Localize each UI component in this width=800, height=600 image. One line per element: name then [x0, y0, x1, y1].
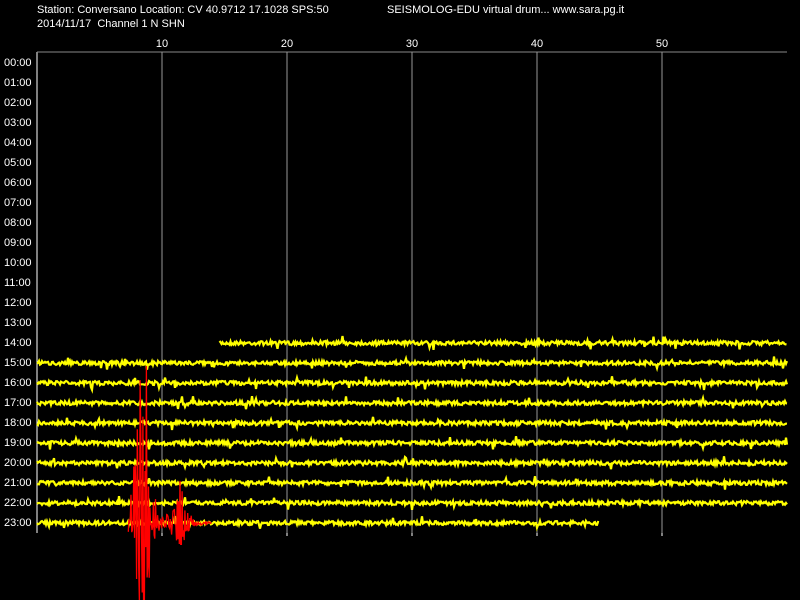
x-tick-label: 10	[156, 38, 168, 50]
row-label: 22:00	[4, 497, 32, 509]
trace	[36, 415, 788, 432]
row-label: 21:00	[4, 477, 32, 489]
row-label: 05:00	[4, 157, 32, 169]
row-label: 13:00	[4, 317, 32, 329]
chart-subtitle: 2014/11/17 Channel 1 N SHN	[37, 18, 185, 30]
chart-title: Station: Conversano Location: CV 40.9712…	[37, 4, 329, 16]
row-label: 02:00	[4, 97, 32, 109]
row-label: 19:00	[4, 437, 32, 449]
trace	[36, 515, 600, 532]
trace	[218, 334, 787, 352]
trace	[36, 393, 788, 410]
row-label: 23:00	[4, 517, 32, 529]
trace	[36, 373, 789, 394]
trace	[36, 354, 789, 373]
row-label: 04:00	[4, 137, 32, 149]
row-label: 07:00	[4, 197, 32, 209]
row-label: 09:00	[4, 237, 32, 249]
row-label: 18:00	[4, 417, 32, 429]
row-label: 01:00	[4, 77, 32, 89]
x-tick-label: 30	[406, 38, 418, 50]
row-label: 14:00	[4, 337, 32, 349]
row-label: 03:00	[4, 117, 32, 129]
row-label: 11:00	[4, 277, 31, 289]
row-label: 16:00	[4, 377, 32, 389]
trace	[36, 495, 788, 511]
header-right: SEISMOLOG-EDU virtual drum... www.sara.p…	[387, 4, 624, 16]
trace	[36, 434, 789, 453]
row-label: 08:00	[4, 217, 32, 229]
x-tick-label: 40	[531, 38, 543, 50]
event-trace	[127, 365, 212, 600]
trace	[36, 454, 788, 471]
x-tick-label: 50	[656, 38, 668, 50]
x-tick-label: 20	[281, 38, 293, 50]
row-label: 10:00	[4, 257, 32, 269]
row-label: 12:00	[4, 297, 32, 309]
row-label: 20:00	[4, 457, 32, 469]
row-label: 17:00	[4, 397, 32, 409]
row-label: 00:00	[4, 57, 32, 69]
row-label: 15:00	[4, 357, 32, 369]
row-label: 06:00	[4, 177, 32, 189]
trace	[36, 474, 788, 492]
